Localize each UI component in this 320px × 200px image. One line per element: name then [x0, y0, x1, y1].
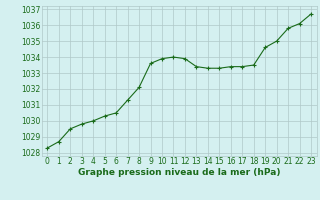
- X-axis label: Graphe pression niveau de la mer (hPa): Graphe pression niveau de la mer (hPa): [78, 168, 280, 177]
